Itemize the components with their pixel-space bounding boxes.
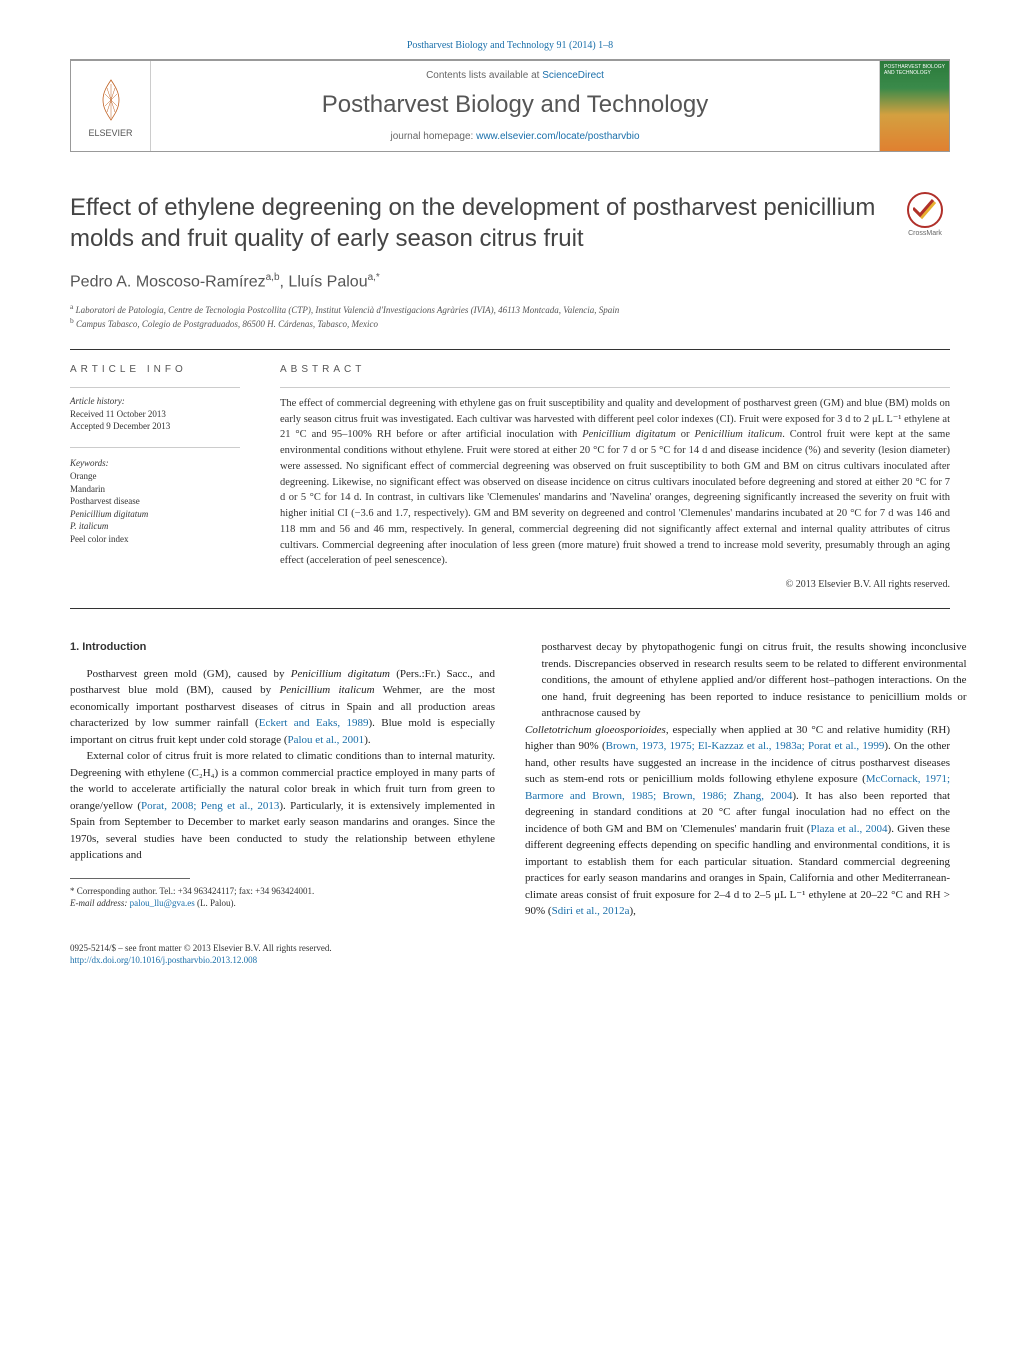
email-link[interactable]: palou_llu@gva.es [130,898,195,908]
citation-link[interactable]: Brown, 1973, 1975; El-Kazzaz et al., 198… [606,740,885,752]
article-info-column: ARTICLE INFO Article history: Received 1… [70,350,260,604]
keyword: Orange [70,470,240,483]
section-heading-introduction: 1. Introduction [70,639,495,656]
citation-link[interactable]: Porat, 2008; Peng et al., 2013 [141,800,279,812]
citation-link[interactable]: Palou et al., 2001 [288,734,365,746]
crossmark-badge[interactable]: CrossMark [900,192,950,242]
publisher-name: ELSEVIER [88,128,132,138]
affiliation-a: a Laboratori de Patologia, Centre de Tec… [70,302,950,317]
article-info-abstract-row: ARTICLE INFO Article history: Received 1… [70,350,950,604]
keywords-list: OrangeMandarinPostharvest diseasePenicil… [70,470,240,546]
header-center: Contents lists available at ScienceDirec… [151,62,879,150]
abstract-column: ABSTRACT The effect of commercial degree… [260,350,950,604]
homepage-line: journal homepage: www.elsevier.com/locat… [161,131,869,142]
article-history-heading: Article history: [70,396,240,406]
page-footer: 0925-5214/$ – see front matter © 2013 El… [70,942,950,967]
journal-header-box: ELSEVIER Contents lists available at Sci… [70,60,950,152]
publisher-logo[interactable]: ELSEVIER [71,61,151,151]
keyword: P. italicum [70,520,240,533]
info-bottom-rule [70,608,950,609]
body-paragraph: External color of citrus fruit is more r… [70,748,495,864]
crossmark-icon [907,192,943,228]
article-info-heading: ARTICLE INFO [70,364,240,375]
issn-line: 0925-5214/$ – see front matter © 2013 El… [70,942,950,955]
authors: Pedro A. Moscoso-Ramíreza,b, Lluís Palou… [70,272,950,291]
elsevier-tree-icon [89,74,133,126]
received-date: Received 11 October 2013 [70,408,240,421]
keywords-block: Keywords: OrangeMandarinPostharvest dise… [70,447,240,546]
citation-link[interactable]: Plaza et al., 2004 [810,823,887,835]
accepted-date: Accepted 9 December 2013 [70,420,240,433]
body-paragraph: postharvest decay by phytopathogenic fun… [525,639,950,920]
footnote-block: * Corresponding author. Tel.: +34 963424… [70,878,495,910]
abstract-heading: ABSTRACT [280,364,950,375]
journal-homepage-link[interactable]: www.elsevier.com/locate/postharvbio [476,131,639,142]
footnote-rule [70,878,190,879]
keyword: Penicillium digitatum [70,508,240,521]
affiliations: a Laboratori de Patologia, Centre de Tec… [70,302,950,331]
keyword: Peel color index [70,533,240,546]
keyword: Postharvest disease [70,495,240,508]
journal-reference: Postharvest Biology and Technology 91 (2… [70,40,950,51]
citation-link[interactable]: Sdiri et al., 2012a [552,905,630,917]
article-page: Postharvest Biology and Technology 91 (2… [0,0,1020,1017]
title-section: Effect of ethylene degreening on the dev… [70,192,950,254]
journal-cover-thumbnail[interactable]: POSTHARVEST BIOLOGY AND TECHNOLOGY [879,61,949,151]
citation-link[interactable]: Eckert and Eaks, 1989 [259,717,369,729]
keywords-heading: Keywords: [70,458,240,468]
body-two-column: 1. Introduction Postharvest green mold (… [70,639,950,920]
abstract-text: The effect of commercial degreening with… [280,396,950,569]
doi-link[interactable]: http://dx.doi.org/10.1016/j.postharvbio.… [70,955,257,965]
body-paragraph: Postharvest green mold (GM), caused by P… [70,666,495,749]
abstract-copyright: © 2013 Elsevier B.V. All rights reserved… [280,579,950,590]
corresponding-author: * Corresponding author. Tel.: +34 963424… [70,885,495,898]
journal-name: Postharvest Biology and Technology [161,91,869,119]
affiliation-b: b Campus Tabasco, Colegio de Postgraduad… [70,316,950,331]
corresponding-email: E-mail address: palou_llu@gva.es (L. Pal… [70,897,495,910]
keyword: Mandarin [70,483,240,496]
contents-available-line: Contents lists available at ScienceDirec… [161,70,869,81]
sciencedirect-link[interactable]: ScienceDirect [542,70,604,81]
article-title: Effect of ethylene degreening on the dev… [70,192,880,254]
